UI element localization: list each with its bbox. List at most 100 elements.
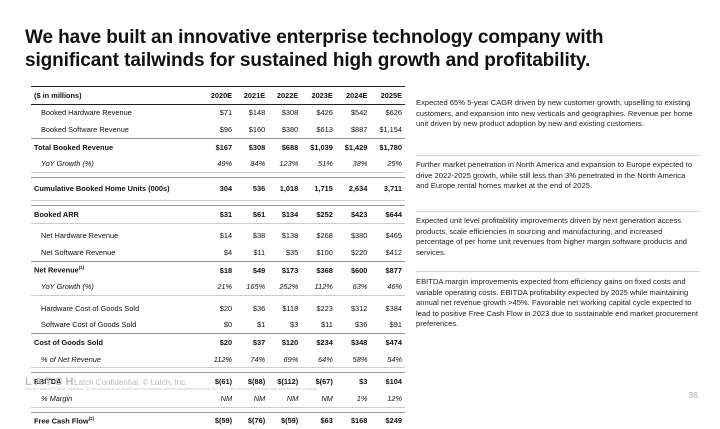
table-cell: 74% — [250, 354, 266, 364]
table-cell: $31 — [202, 204, 236, 224]
table-cell: 536 — [235, 176, 269, 201]
table-cell: 3,711 — [370, 176, 405, 201]
table-cell: $(61) — [202, 372, 236, 390]
table-cell: $96 — [219, 124, 233, 134]
table-cell: $63 — [301, 411, 336, 429]
table-cell: $0 — [223, 320, 233, 330]
column-header: 2024E — [335, 86, 371, 105]
table-cell: $160 — [248, 124, 266, 134]
table-cell: $49 — [235, 260, 269, 279]
table-cell: $20 — [202, 333, 236, 351]
column-header: 2023E — [301, 86, 336, 105]
divider — [416, 211, 700, 212]
table-cell: $1,039 — [301, 137, 336, 156]
table-cell: 304 — [202, 176, 236, 201]
table-row: Cost of Goods Sold $20 $37 $120 $234 $348 $474 — [31, 333, 405, 351]
table-cell: $600 — [335, 260, 371, 279]
table-cell: 69% — [283, 354, 299, 364]
table-cell: $380 — [281, 124, 299, 134]
table-cell: 54% — [387, 354, 402, 364]
table-cell: NM — [321, 393, 333, 403]
table-cell: $3 — [290, 320, 299, 330]
row-label: % Margin — [41, 393, 73, 403]
divider — [416, 271, 700, 272]
table-row: % Margin NM NM NM NM 1% 12% — [31, 390, 405, 407]
table-cell: $644 — [370, 204, 405, 224]
table-cell: 123% — [279, 159, 299, 169]
row-label: YoY Growth (%) — [41, 159, 94, 169]
table-row: EBITDA $(61) $(88) $(112) $(67) $3 $104 — [31, 372, 405, 390]
table-header-row: ($ in millions) 2020E 2021E 2022E 2023E … — [31, 86, 405, 105]
table-cell: $1,154 — [379, 124, 402, 134]
table-cell: $249 — [370, 411, 405, 429]
table-cell: $35 — [285, 247, 299, 257]
row-spacer — [31, 367, 405, 373]
footnote-text: Source: Latch 2020-2025 projections. (1)… — [25, 387, 318, 391]
table-cell: $(88) — [235, 372, 269, 390]
table-cell: $118 — [282, 303, 299, 313]
column-header: 2021E — [235, 86, 269, 105]
table-cell: $71 — [219, 108, 233, 118]
table-cell: $368 — [301, 260, 336, 279]
row-label: Booked Software Revenue — [41, 124, 129, 134]
page-title: We have built an innovative enterprise t… — [25, 27, 604, 71]
table-cell: 38% — [352, 159, 368, 169]
table-row: Booked ARR $31 $61 $134 $252 $423 $644 — [31, 204, 405, 224]
row-label: Net Hardware Revenue — [41, 231, 119, 241]
table-cell: $308 — [281, 108, 299, 118]
table-cell: $384 — [385, 303, 402, 313]
table-row: Net Revenue(1) $18 $49 $173 $368 $600 $877 — [31, 260, 405, 279]
table-cell: $20 — [219, 303, 233, 313]
table-cell: $120 — [268, 333, 302, 351]
table-cell: $412 — [385, 247, 402, 257]
table-cell: $(59) — [268, 411, 302, 429]
table-cell: $887 — [350, 124, 368, 134]
table-row: Booked Hardware Revenue $71 $148 $308 $426 $5… — [31, 104, 405, 121]
row-spacer — [31, 171, 405, 178]
table-row: Booked Software Revenue $96 $160 $380 $613 $8… — [31, 121, 405, 138]
latch-logo: LATCH — [25, 376, 77, 388]
table-cell: $1,780 — [370, 137, 405, 156]
row-label: Cost of Goods Sold — [31, 333, 203, 351]
table-row: % of Net Revenue 112% 74% 69% 64% 58% 54% — [31, 351, 405, 368]
row-label: Free Cash Flow(2) — [31, 411, 203, 429]
table-cell: 112% — [213, 354, 233, 364]
table-cell: $3 — [335, 372, 371, 390]
table-cell: $380 — [350, 231, 368, 241]
row-spacer — [31, 199, 405, 206]
table-row: Free Cash Flow(2) $(59) $(76) $(59) $63 $168 $… — [31, 411, 405, 429]
row-label: Total Booked Revenue — [31, 137, 203, 156]
table-cell: 1,715 — [301, 176, 336, 201]
table-row: Net Hardware Revenue $14 $38 $138 $268 $380 $4… — [31, 228, 405, 245]
table-cell: $36 — [252, 303, 266, 313]
table-cell: $61 — [235, 204, 269, 224]
column-header: 2022E — [268, 86, 302, 105]
table-cell: $308 — [235, 137, 269, 156]
column-header: 2025E — [370, 86, 405, 105]
confidential-notice: Latch Confidential. © Latch, Inc. — [74, 378, 188, 387]
table-cell: $234 — [301, 333, 336, 351]
table-cell: $167 — [202, 137, 236, 156]
table-cell: $(112) — [268, 372, 302, 390]
row-spacer — [31, 222, 405, 228]
table-cell: 63% — [352, 282, 368, 292]
table-cell: $18 — [202, 260, 236, 279]
row-spacer — [31, 294, 405, 300]
table-cell: $220 — [350, 247, 368, 257]
row-label: Booked ARR — [31, 204, 203, 224]
table-cell: 252% — [279, 282, 299, 292]
row-label: % of Net Revenue — [41, 354, 101, 364]
table-cell: 25% — [387, 159, 402, 169]
table-cell: 49% — [217, 159, 233, 169]
table-cell: $426 — [316, 108, 333, 118]
table-cell: $100 — [316, 247, 333, 257]
commentary-note: EBITDA margin improvements expected from… — [416, 277, 698, 329]
table-cell: $91 — [389, 320, 402, 330]
table-cell: $173 — [268, 260, 302, 279]
table-row: Total Booked Revenue $167 $308 $688 $1,039 $1… — [31, 137, 405, 156]
table-cell: $465 — [385, 231, 402, 241]
divider — [416, 155, 700, 156]
table-cell: 165% — [246, 282, 266, 292]
table-cell: 64% — [318, 354, 333, 364]
table-row: Cumulative Booked Home Units (000s) 304 53… — [31, 176, 405, 201]
